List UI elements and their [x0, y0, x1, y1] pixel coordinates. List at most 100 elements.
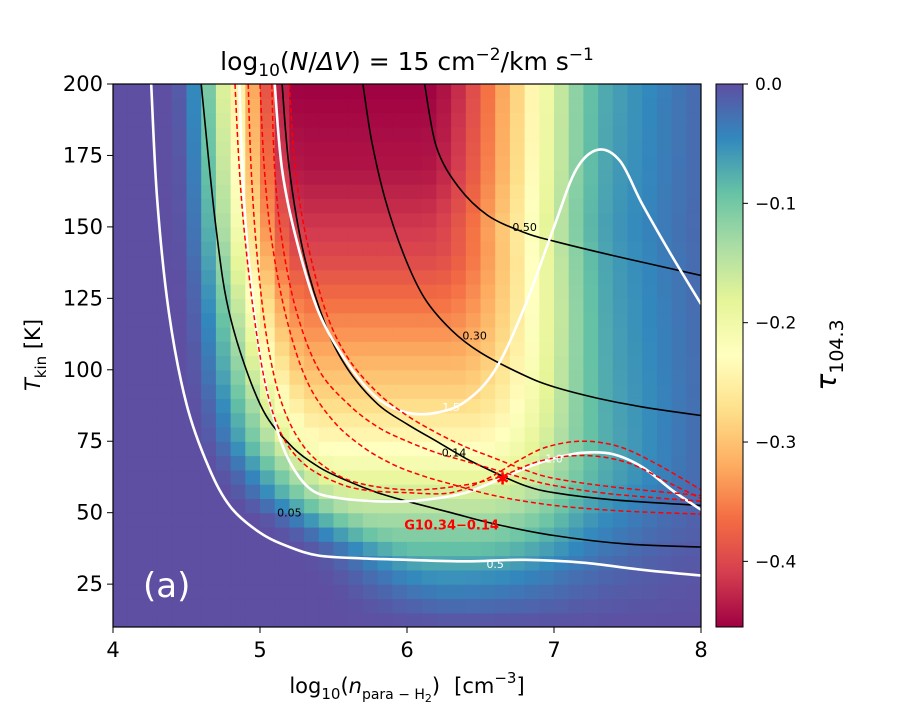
heatmap-cell — [362, 155, 379, 171]
heatmap-cell — [113, 212, 129, 228]
heatmap-cell — [127, 612, 143, 627]
heatmap-cell — [627, 98, 643, 114]
heatmap-cell — [362, 426, 379, 442]
heatmap-cell — [436, 355, 452, 371]
heatmap-cell — [407, 355, 423, 371]
heatmap-cell — [539, 355, 555, 371]
heatmap-cell — [201, 355, 217, 371]
heatmap-cell — [201, 541, 217, 557]
heatmap-cell — [436, 341, 452, 357]
heatmap-cell — [274, 469, 290, 485]
heatmap-cell — [142, 512, 158, 528]
heatmap-cell — [451, 169, 467, 185]
tau-contour-label-group: 0.50 — [512, 221, 537, 234]
heatmap-cell — [642, 184, 658, 199]
heatmap-cell — [509, 141, 526, 157]
heatmap-cell — [436, 241, 452, 257]
heatmap-cell — [157, 612, 173, 627]
heatmap-cell — [157, 469, 173, 485]
heatmap-cell — [171, 98, 188, 114]
heatmap-cell — [186, 512, 202, 528]
heatmap-cell — [436, 598, 452, 614]
heatmap-cell — [554, 255, 570, 271]
heatmap-cell — [612, 384, 629, 399]
heatmap-cell — [598, 484, 614, 499]
heatmap-cell — [436, 212, 452, 228]
heatmap-cell — [495, 84, 511, 99]
heatmap-cell — [421, 155, 437, 171]
heatmap-cell — [157, 141, 173, 157]
heatmap-cell — [113, 398, 129, 414]
heatmap-cell — [333, 141, 349, 157]
heatmap-cell — [362, 198, 379, 214]
heatmap-cell — [230, 255, 246, 271]
heatmap-cell — [127, 226, 143, 242]
heatmap-cell — [627, 141, 643, 157]
heatmap-cell — [274, 584, 290, 600]
heatmap-cell — [142, 541, 158, 557]
heatmap-cell — [671, 312, 687, 328]
heatmap-cell — [436, 284, 452, 299]
heatmap-cell — [230, 598, 246, 614]
heatmap-cell — [304, 469, 320, 485]
heatmap-cell — [524, 141, 540, 157]
heatmap-cell — [318, 169, 335, 185]
heatmap-cell — [230, 469, 246, 485]
heatmap-cell — [583, 212, 599, 228]
heatmap-cell — [436, 269, 452, 285]
heatmap-cell — [598, 126, 614, 142]
heatmap-cell — [333, 369, 349, 385]
source-marker: ✱ — [496, 469, 509, 488]
heatmap-cell — [186, 598, 202, 614]
heatmap-cell — [113, 241, 129, 257]
heatmap-cell — [407, 612, 423, 627]
heatmap-cell — [260, 598, 276, 614]
heatmap-cell — [318, 84, 335, 99]
heatmap-cell — [568, 241, 584, 257]
heatmap-cell — [260, 469, 276, 485]
heatmap-cell — [215, 312, 232, 328]
x-axis: 4 5 6 7 8 — [106, 627, 708, 662]
heatmap-cell — [421, 284, 437, 299]
heatmap-cell — [539, 326, 555, 342]
heatmap-cell — [274, 555, 290, 571]
heatmap-cell — [186, 526, 202, 542]
heatmap-cell — [289, 355, 305, 371]
heatmap-cell — [612, 426, 629, 442]
heatmap-cell — [451, 541, 467, 557]
heatmap-cell — [260, 112, 276, 128]
heatmap-cell — [627, 241, 643, 257]
heatmap-cell — [568, 584, 584, 600]
heatmap-cell — [451, 369, 467, 385]
heatmap-cell — [127, 455, 143, 471]
heatmap-cell — [421, 526, 437, 542]
heatmap-cell — [480, 555, 496, 571]
heatmap-cell — [568, 112, 584, 128]
heatmap-cell — [245, 469, 261, 485]
heatmap-cell — [524, 326, 540, 342]
heatmap-cell — [318, 141, 335, 157]
heatmap-cell — [392, 312, 408, 328]
heatmap-cell — [348, 84, 364, 99]
heatmap-cell — [142, 169, 158, 185]
heatmap-cell — [671, 126, 687, 142]
heatmap-cell — [186, 441, 202, 457]
heatmap-cell — [407, 326, 423, 342]
heatmap-cell — [113, 598, 129, 614]
heatmap-cell — [686, 112, 701, 128]
heatmap-cell — [686, 355, 701, 371]
heatmap-cell — [642, 84, 658, 99]
heatmap-cell — [201, 569, 217, 585]
heatmap-cell — [348, 355, 364, 371]
heatmap-cell — [407, 512, 423, 528]
heatmap-cell — [348, 184, 364, 199]
heatmap-cell — [612, 241, 629, 257]
heatmap-cell — [421, 398, 437, 414]
heatmap-cell — [656, 441, 673, 457]
heatmap-cell — [186, 498, 202, 514]
heatmap-cell — [392, 355, 408, 371]
heatmap-cell — [142, 569, 158, 585]
tau-contour-label: 0.14 — [442, 447, 467, 460]
heatmap-cell — [598, 384, 614, 399]
heatmap-cell — [568, 355, 584, 371]
